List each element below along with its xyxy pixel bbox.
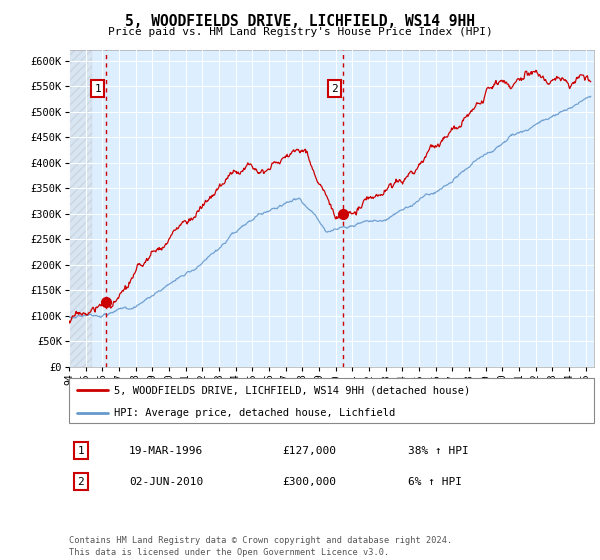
Text: 38% ↑ HPI: 38% ↑ HPI [408, 446, 469, 456]
Text: 1: 1 [77, 446, 85, 456]
Text: 5, WOODFIELDS DRIVE, LICHFIELD, WS14 9HH (detached house): 5, WOODFIELDS DRIVE, LICHFIELD, WS14 9HH… [113, 385, 470, 395]
Text: 2: 2 [77, 477, 85, 487]
Text: 1: 1 [94, 83, 101, 94]
Text: £127,000: £127,000 [282, 446, 336, 456]
Text: 6% ↑ HPI: 6% ↑ HPI [408, 477, 462, 487]
Text: HPI: Average price, detached house, Lichfield: HPI: Average price, detached house, Lich… [113, 408, 395, 418]
Text: 02-JUN-2010: 02-JUN-2010 [129, 477, 203, 487]
Text: Contains HM Land Registry data © Crown copyright and database right 2024.
This d: Contains HM Land Registry data © Crown c… [69, 536, 452, 557]
Text: Price paid vs. HM Land Registry's House Price Index (HPI): Price paid vs. HM Land Registry's House … [107, 27, 493, 37]
Text: 5, WOODFIELDS DRIVE, LICHFIELD, WS14 9HH: 5, WOODFIELDS DRIVE, LICHFIELD, WS14 9HH [125, 14, 475, 29]
Text: 19-MAR-1996: 19-MAR-1996 [129, 446, 203, 456]
Bar [69, 50, 92, 367]
Text: 2: 2 [331, 83, 338, 94]
Text: £300,000: £300,000 [282, 477, 336, 487]
FancyBboxPatch shape [69, 378, 594, 423]
